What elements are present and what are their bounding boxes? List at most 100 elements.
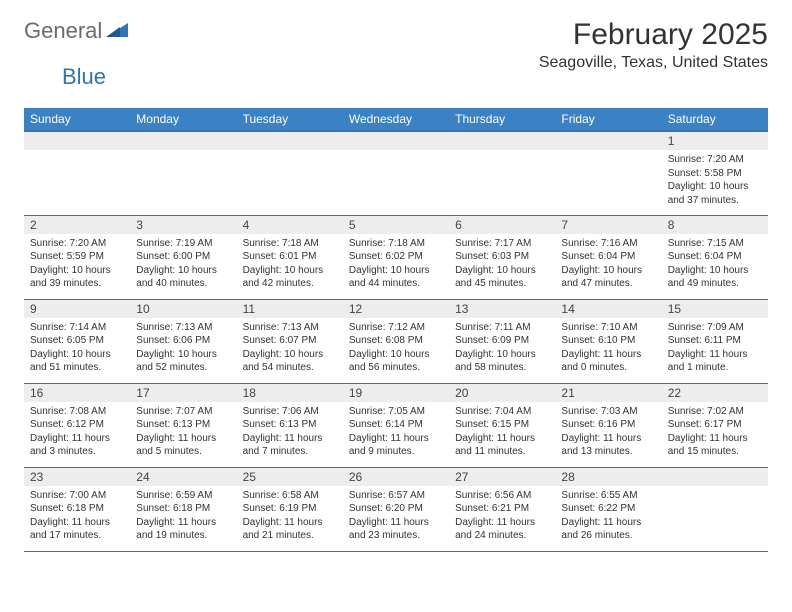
day-body-empty [130,150,236,157]
day-body-empty [555,150,661,157]
sunset-line: Sunset: 6:05 PM [30,334,124,348]
day-body-empty [237,150,343,157]
day-body: Sunrise: 7:16 AMSunset: 6:04 PMDaylight:… [555,234,661,295]
day-number: 23 [24,468,130,486]
calendar-cell: 6 Sunrise: 7:17 AMSunset: 6:03 PMDaylight… [449,215,555,299]
sunset-line: Sunset: 6:03 PM [455,250,549,264]
calendar-cell [237,131,343,215]
day-number: 22 [662,384,768,402]
sunrise-line: Sunrise: 7:18 AM [349,237,443,251]
day-body: Sunrise: 7:20 AMSunset: 5:59 PMDaylight:… [24,234,130,295]
calendar-cell [449,131,555,215]
calendar-cell: 11Sunrise: 7:13 AMSunset: 6:07 PMDayligh… [237,299,343,383]
day-body: Sunrise: 7:05 AMSunset: 6:14 PMDaylight:… [343,402,449,463]
weekday-header: Wednesday [343,108,449,131]
day-number: 4 [237,216,343,234]
sunrise-line: Sunrise: 6:55 AM [561,489,655,503]
day-number-empty [24,132,130,150]
brand-word-1: General [24,18,102,44]
day-number-empty [555,132,661,150]
day-number: 28 [555,468,661,486]
brand-logo: General [24,18,130,44]
day-number: 18 [237,384,343,402]
day-number: 26 [343,468,449,486]
day-body: Sunrise: 7:14 AMSunset: 6:05 PMDaylight:… [24,318,130,379]
daylight-line: Daylight: 11 hours and 7 minutes. [243,432,337,459]
sunrise-line: Sunrise: 7:19 AM [136,237,230,251]
daylight-line: Daylight: 11 hours and 9 minutes. [349,432,443,459]
sunset-line: Sunset: 6:19 PM [243,502,337,516]
sunrise-line: Sunrise: 7:00 AM [30,489,124,503]
brand-word-2: Blue [62,64,792,90]
day-body: Sunrise: 6:56 AMSunset: 6:21 PMDaylight:… [449,486,555,547]
calendar-body: 1Sunrise: 7:20 AMSunset: 5:58 PMDaylight… [24,131,768,551]
daylight-line: Daylight: 11 hours and 17 minutes. [30,516,124,543]
day-body: Sunrise: 7:15 AMSunset: 6:04 PMDaylight:… [662,234,768,295]
day-body: Sunrise: 7:13 AMSunset: 6:06 PMDaylight:… [130,318,236,379]
day-body: Sunrise: 7:04 AMSunset: 6:15 PMDaylight:… [449,402,555,463]
weekday-header: Sunday [24,108,130,131]
sunset-line: Sunset: 6:10 PM [561,334,655,348]
daylight-line: Daylight: 10 hours and 40 minutes. [136,264,230,291]
sunrise-line: Sunrise: 7:07 AM [136,405,230,419]
day-body: Sunrise: 6:55 AMSunset: 6:22 PMDaylight:… [555,486,661,547]
calendar-cell: 23Sunrise: 7:00 AMSunset: 6:18 PMDayligh… [24,467,130,551]
day-number: 24 [130,468,236,486]
sunrise-line: Sunrise: 7:17 AM [455,237,549,251]
daylight-line: Daylight: 11 hours and 3 minutes. [30,432,124,459]
day-body-empty [449,150,555,157]
calendar-header-row: SundayMondayTuesdayWednesdayThursdayFrid… [24,108,768,131]
sunset-line: Sunset: 6:17 PM [668,418,762,432]
daylight-line: Daylight: 10 hours and 58 minutes. [455,348,549,375]
day-body: Sunrise: 7:02 AMSunset: 6:17 PMDaylight:… [662,402,768,463]
daylight-line: Daylight: 10 hours and 51 minutes. [30,348,124,375]
sunset-line: Sunset: 6:06 PM [136,334,230,348]
sunrise-line: Sunrise: 7:16 AM [561,237,655,251]
calendar-page: General February 2025 Seagoville, Texas,… [0,0,792,570]
calendar-cell: 7Sunrise: 7:16 AMSunset: 6:04 PMDaylight… [555,215,661,299]
sunrise-line: Sunrise: 6:58 AM [243,489,337,503]
sunset-line: Sunset: 6:09 PM [455,334,549,348]
calendar-cell [24,131,130,215]
calendar-cell: 5Sunrise: 7:18 AMSunset: 6:02 PMDaylight… [343,215,449,299]
calendar-cell [555,131,661,215]
day-body: Sunrise: 7:18 AMSunset: 6:01 PMDaylight:… [237,234,343,295]
daylight-line: Daylight: 11 hours and 13 minutes. [561,432,655,459]
brand-triangle-icon [106,21,128,42]
sunrise-line: Sunrise: 7:18 AM [243,237,337,251]
day-body-empty [24,150,130,157]
calendar-cell: 12Sunrise: 7:12 AMSunset: 6:08 PMDayligh… [343,299,449,383]
day-body: Sunrise: 6:57 AMSunset: 6:20 PMDaylight:… [343,486,449,547]
sunset-line: Sunset: 6:15 PM [455,418,549,432]
daylight-line: Daylight: 10 hours and 45 minutes. [455,264,549,291]
month-title: February 2025 [539,18,768,52]
day-number: 27 [449,468,555,486]
day-body: Sunrise: 7:10 AMSunset: 6:10 PMDaylight:… [555,318,661,379]
sunrise-line: Sunrise: 7:20 AM [668,153,762,167]
day-number: 8 [662,216,768,234]
calendar-cell: 25Sunrise: 6:58 AMSunset: 6:19 PMDayligh… [237,467,343,551]
day-number: 2 [24,216,130,234]
day-body: Sunrise: 7:03 AMSunset: 6:16 PMDaylight:… [555,402,661,463]
calendar-cell: 13Sunrise: 7:11 AMSunset: 6:09 PMDayligh… [449,299,555,383]
calendar-cell: 14Sunrise: 7:10 AMSunset: 6:10 PMDayligh… [555,299,661,383]
calendar-cell: 16Sunrise: 7:08 AMSunset: 6:12 PMDayligh… [24,383,130,467]
sunset-line: Sunset: 6:12 PM [30,418,124,432]
day-body: Sunrise: 7:00 AMSunset: 6:18 PMDaylight:… [24,486,130,547]
day-number: 6 [449,216,555,234]
calendar-cell [343,131,449,215]
day-number: 13 [449,300,555,318]
day-body: Sunrise: 7:19 AMSunset: 6:00 PMDaylight:… [130,234,236,295]
sunrise-line: Sunrise: 7:12 AM [349,321,443,335]
daylight-line: Daylight: 11 hours and 24 minutes. [455,516,549,543]
calendar-cell: 21Sunrise: 7:03 AMSunset: 6:16 PMDayligh… [555,383,661,467]
weekday-header: Saturday [662,108,768,131]
day-body: Sunrise: 7:18 AMSunset: 6:02 PMDaylight:… [343,234,449,295]
sunset-line: Sunset: 6:18 PM [136,502,230,516]
day-number: 21 [555,384,661,402]
day-number: 17 [130,384,236,402]
calendar-cell: 27Sunrise: 6:56 AMSunset: 6:21 PMDayligh… [449,467,555,551]
sunset-line: Sunset: 6:11 PM [668,334,762,348]
day-number: 14 [555,300,661,318]
sunset-line: Sunset: 6:18 PM [30,502,124,516]
